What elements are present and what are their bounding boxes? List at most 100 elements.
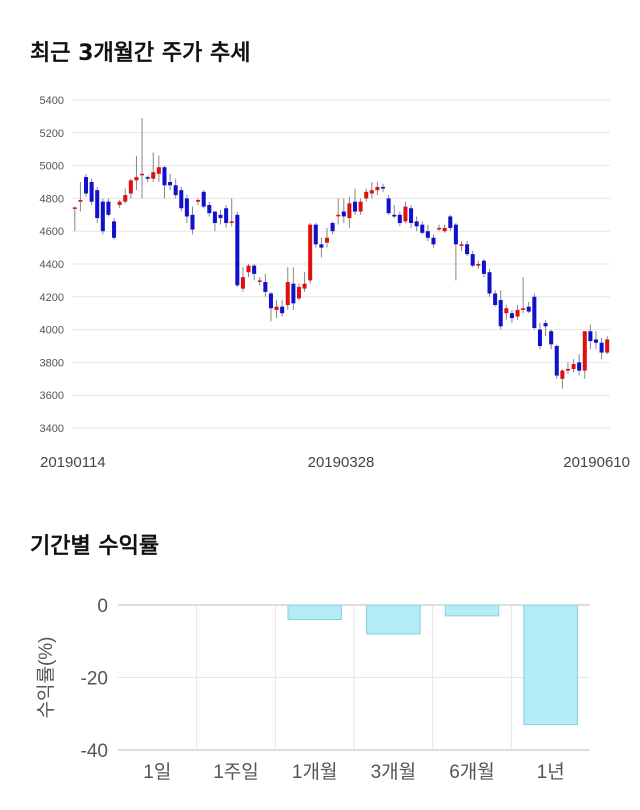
candle-down bbox=[319, 244, 324, 248]
candle-down bbox=[470, 254, 475, 266]
y-tick-label: 5000 bbox=[40, 161, 64, 173]
candle-down bbox=[409, 208, 414, 223]
candle-down bbox=[190, 214, 195, 230]
candle-down bbox=[498, 300, 503, 327]
candle-down bbox=[218, 214, 223, 219]
candle-down bbox=[184, 198, 189, 217]
x-tick-label: 20190114 bbox=[40, 454, 106, 471]
y-axis-label: 수익률(%) bbox=[35, 637, 57, 719]
candle-down bbox=[386, 198, 391, 214]
candle-up bbox=[504, 308, 509, 314]
candle-up bbox=[515, 309, 520, 317]
x-tick-label: 1일 bbox=[143, 761, 171, 783]
candle-down bbox=[381, 186, 386, 189]
candle-down bbox=[481, 260, 486, 274]
return-bar bbox=[523, 604, 578, 726]
candle-down bbox=[112, 221, 117, 238]
candle-up bbox=[336, 214, 341, 217]
candle-up bbox=[302, 283, 307, 289]
candle-down bbox=[145, 177, 150, 179]
candle-down bbox=[543, 323, 548, 327]
return-bar bbox=[366, 604, 421, 635]
candle-up bbox=[347, 203, 352, 219]
candle-down bbox=[509, 313, 514, 319]
candle-up bbox=[196, 200, 201, 202]
candle-down bbox=[207, 204, 212, 214]
candle-down bbox=[162, 167, 167, 186]
candle-down bbox=[593, 339, 599, 343]
x-tick-label: 6개월 bbox=[449, 761, 495, 783]
candle-up bbox=[582, 331, 587, 371]
candle-down bbox=[425, 231, 430, 238]
candle-down bbox=[420, 224, 425, 233]
return-bar-chart: 0 -20 -40 1일 1주일 1개월 3개월 6개월 1년 수익률(%) bbox=[35, 596, 590, 783]
candle-down bbox=[431, 237, 436, 245]
candle-down bbox=[341, 211, 346, 217]
candle-up bbox=[246, 265, 251, 273]
candle-down bbox=[532, 296, 537, 328]
candle-down bbox=[526, 306, 531, 312]
y-tick-label: 4800 bbox=[40, 193, 64, 205]
candle-up bbox=[285, 282, 290, 305]
y-tick-label: 0 bbox=[97, 596, 108, 617]
candle-up bbox=[324, 237, 330, 243]
x-tick-label: 1개월 bbox=[292, 761, 338, 783]
candle-down bbox=[212, 211, 217, 223]
candle-down bbox=[352, 201, 358, 212]
candle-down bbox=[252, 265, 257, 274]
y-tick-label: 4400 bbox=[40, 259, 64, 271]
x-tick-label: 20190610 bbox=[563, 454, 630, 471]
candle-down bbox=[100, 201, 105, 232]
candle-up bbox=[134, 177, 139, 181]
candle-down bbox=[313, 224, 318, 245]
return-bar bbox=[287, 604, 342, 620]
y-tick-label: 5400 bbox=[40, 95, 64, 107]
candle-up bbox=[229, 221, 234, 223]
candle-down bbox=[465, 244, 470, 255]
candle-up bbox=[437, 227, 442, 230]
candle-down bbox=[448, 216, 453, 228]
y-tick-label: 3600 bbox=[40, 390, 64, 402]
candle-up bbox=[571, 364, 576, 369]
candle-down bbox=[453, 224, 458, 245]
candle-down bbox=[549, 331, 554, 345]
candle-up bbox=[156, 167, 161, 174]
price-candlestick-chart: 3400 3600 3800 4000 4200 4400 4600 4800 5000 5200… bbox=[40, 95, 630, 471]
candle-down bbox=[330, 223, 335, 232]
candle-up bbox=[442, 227, 447, 232]
candle-down bbox=[179, 190, 184, 209]
candle-down bbox=[493, 293, 498, 305]
y-tick-label: 4600 bbox=[40, 226, 64, 238]
x-tick-label: 20190328 bbox=[308, 454, 375, 471]
candle-up bbox=[274, 306, 279, 310]
candle-down bbox=[168, 182, 173, 186]
candle-down bbox=[224, 208, 229, 223]
candle-down bbox=[599, 342, 604, 353]
candle-up bbox=[369, 190, 374, 194]
x-tick-label: 3개월 bbox=[371, 761, 417, 783]
candle-down bbox=[268, 293, 273, 309]
x-tick-label: 1년 bbox=[537, 761, 565, 783]
candle-up bbox=[123, 195, 128, 202]
candle-up bbox=[128, 180, 133, 194]
candle-up bbox=[308, 224, 313, 281]
y-tick-label: -40 bbox=[81, 741, 108, 762]
candle-down bbox=[106, 201, 111, 215]
candle-down bbox=[392, 214, 397, 217]
candle-down bbox=[83, 177, 89, 194]
candle-up bbox=[240, 277, 245, 289]
candle-down bbox=[487, 272, 492, 294]
x-tick-label: 1주일 bbox=[213, 761, 259, 783]
candle-down bbox=[95, 190, 100, 219]
y-tick-label: -20 bbox=[81, 669, 108, 690]
candle-down bbox=[291, 283, 296, 304]
candle-down bbox=[588, 331, 593, 342]
candle-down bbox=[263, 282, 268, 292]
candle-up bbox=[78, 200, 83, 202]
price-trend-title: 최근 3개월간 주가 추세 bbox=[30, 41, 251, 66]
y-tick-label: 5200 bbox=[40, 128, 64, 140]
candle-down bbox=[577, 362, 582, 371]
candle-up bbox=[117, 201, 122, 205]
candle-down bbox=[414, 221, 419, 227]
y-tick-label: 4000 bbox=[40, 325, 64, 337]
